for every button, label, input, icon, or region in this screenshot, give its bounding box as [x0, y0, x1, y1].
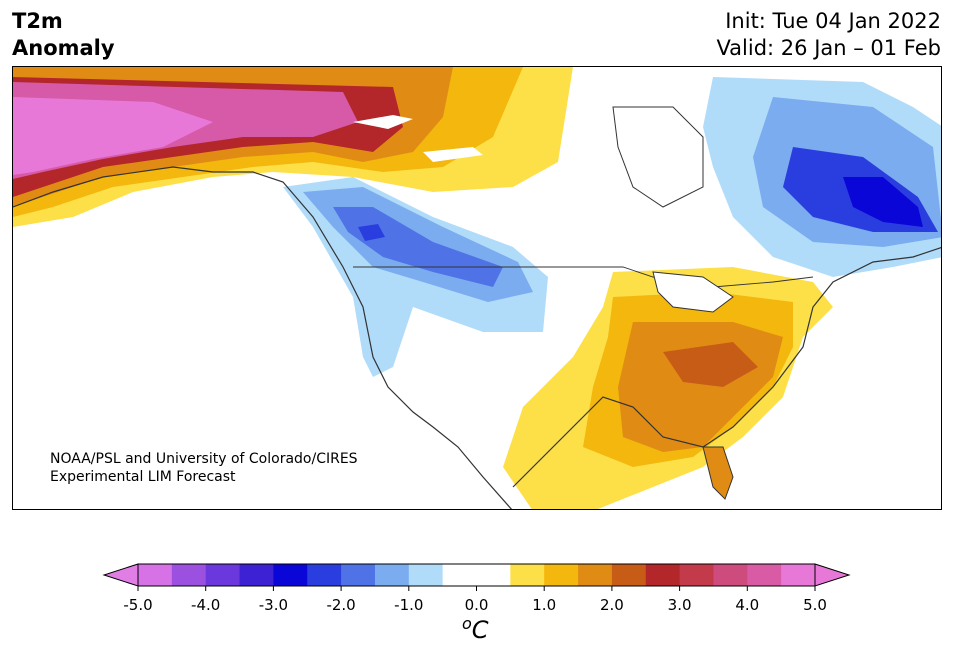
colorbar-cell [374, 564, 410, 586]
units-base: C [471, 616, 489, 644]
colorbar-cell [205, 564, 241, 586]
credit-line-1: NOAA/PSL and University of Colorado/CIRE… [50, 451, 358, 467]
colorbar-cells [138, 564, 816, 586]
forecast-dates: Init: Tue 04 Jan 2022 Valid: 26 Jan – 01… [716, 8, 941, 62]
cold-region-east-core [843, 177, 923, 227]
colorbar-cell [510, 564, 545, 586]
colorbar-tick-label: 1.0 [532, 596, 556, 614]
lake-white-1 [353, 115, 413, 129]
colorbar-cell [611, 564, 647, 586]
warm-region-alaska-max [13, 97, 213, 175]
colorbar-cell [679, 564, 714, 586]
colorbar-tick-label: 2.0 [600, 596, 624, 614]
colorbar-tick-label: 4.0 [735, 596, 759, 614]
colorbar-under-arrow [102, 563, 139, 587]
credit-text: NOAA/PSL and University of Colorado/CIRE… [50, 450, 358, 486]
hudson-bay [612, 106, 704, 208]
colorbar-cell [781, 564, 816, 586]
units-superscript: o [462, 614, 472, 633]
colorbar-cell [713, 564, 748, 586]
init-date: Init: Tue 04 Jan 2022 [725, 9, 941, 33]
colorbar-cell [273, 564, 308, 586]
variable-subtitle: Anomaly [12, 36, 115, 60]
colorbar-cell [138, 564, 173, 586]
colorbar-cell [544, 564, 579, 586]
colorbar-tick-label: -4.0 [191, 596, 220, 614]
valid-range: Valid: 26 Jan – 01 Feb [716, 36, 941, 60]
credit-line-2: Experimental LIM Forecast [50, 469, 236, 485]
colorbar-cell [747, 564, 782, 586]
colorbar-cell [341, 564, 376, 586]
colorbar-tick-label: -3.0 [259, 596, 288, 614]
colorbar-cell [239, 564, 274, 586]
cold-region-west-core [358, 224, 385, 241]
colorbar-cell [578, 564, 613, 586]
colorbar-cell [171, 564, 207, 586]
colorbar-cell [442, 564, 477, 586]
colorbar-tick-label: -1.0 [394, 596, 423, 614]
variable-title: T2m Anomaly [12, 8, 115, 62]
colorbar-tick-label: 0.0 [465, 596, 489, 614]
colorbar-tick-label: -5.0 [123, 596, 152, 614]
colorbar-cell [645, 564, 681, 586]
florida [702, 446, 734, 500]
colorbar-cell [476, 564, 511, 586]
colorbar-tick-label: -2.0 [326, 596, 355, 614]
colorbar-cell [408, 564, 444, 586]
colorbar-units: oC [462, 614, 489, 644]
warm-region-east-darkorange [663, 342, 758, 387]
great-lakes [652, 271, 734, 313]
map-canvas [13, 67, 941, 509]
lake-white-2 [423, 147, 483, 162]
coastline [13, 166, 941, 509]
anomaly-map: NOAA/PSL and University of Colorado/CIRE… [12, 66, 942, 510]
variable-name: T2m [12, 9, 63, 33]
colorbar-tick-label: 3.0 [668, 596, 692, 614]
colorbar-tick-label: 5.0 [803, 596, 827, 614]
colorbar-ticks: -5.0 -4.0 -3.0 -2.0 -1.0 0.0 1.0 2.0 3.0 4.0 5.0 [123, 586, 827, 614]
colorbar-over-arrow [814, 563, 851, 587]
colorbar-cell [307, 564, 342, 586]
